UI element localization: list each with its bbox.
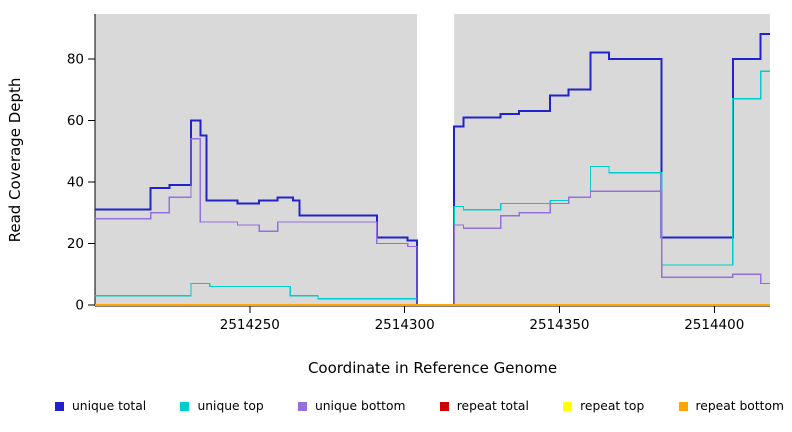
x-tick-label: 2514250 [220,317,280,333]
legend-label-repeat-total: repeat total [456,399,529,413]
legend-item-repeat-top: repeat top [563,399,644,413]
x-tick-label: 2514300 [375,317,435,333]
legend-label-repeat-top: repeat top [580,399,645,413]
legend-label-unique-top: unique top [197,399,264,413]
legend-label-unique-bottom: unique bottom [314,399,406,413]
series-unique-total [95,33,770,306]
legend-swatch-unique-bottom [297,401,307,411]
coverage-gap-band [417,14,455,306]
y-tick-label: 0 [75,298,84,314]
legend-item-repeat-total: repeat total [439,399,529,413]
legend-swatch-repeat-total [439,401,449,411]
legend-label-repeat-bottom: repeat bottom [695,399,784,413]
y-axis-title: Read Coverage Depth [6,77,24,243]
chart-legend: unique total unique top unique bottom repea… [55,399,784,413]
legend-item-unique-top: unique top [180,399,264,413]
legend-label-unique-total: unique total [72,399,147,413]
legend-swatch-repeat-top [563,401,573,411]
y-tick-label: 80 [67,51,84,67]
x-tick-label: 2514400 [684,317,744,333]
y-tick-label: 40 [67,174,84,190]
y-tick-label: 60 [67,113,84,129]
legend-item-unique-total: unique total [55,399,146,413]
x-tick-label: 2514350 [529,317,589,333]
legend-item-unique-bottom: unique bottom [297,399,406,413]
legend-swatch-unique-total [55,401,64,411]
legend-swatch-repeat-bottom [678,401,688,411]
legend-item-repeat-bottom: repeat bottom [678,399,784,413]
legend-swatch-unique-top [180,401,190,411]
x-axis-title: Coordinate in Reference Genome [307,359,558,377]
y-tick-label: 20 [67,236,84,252]
